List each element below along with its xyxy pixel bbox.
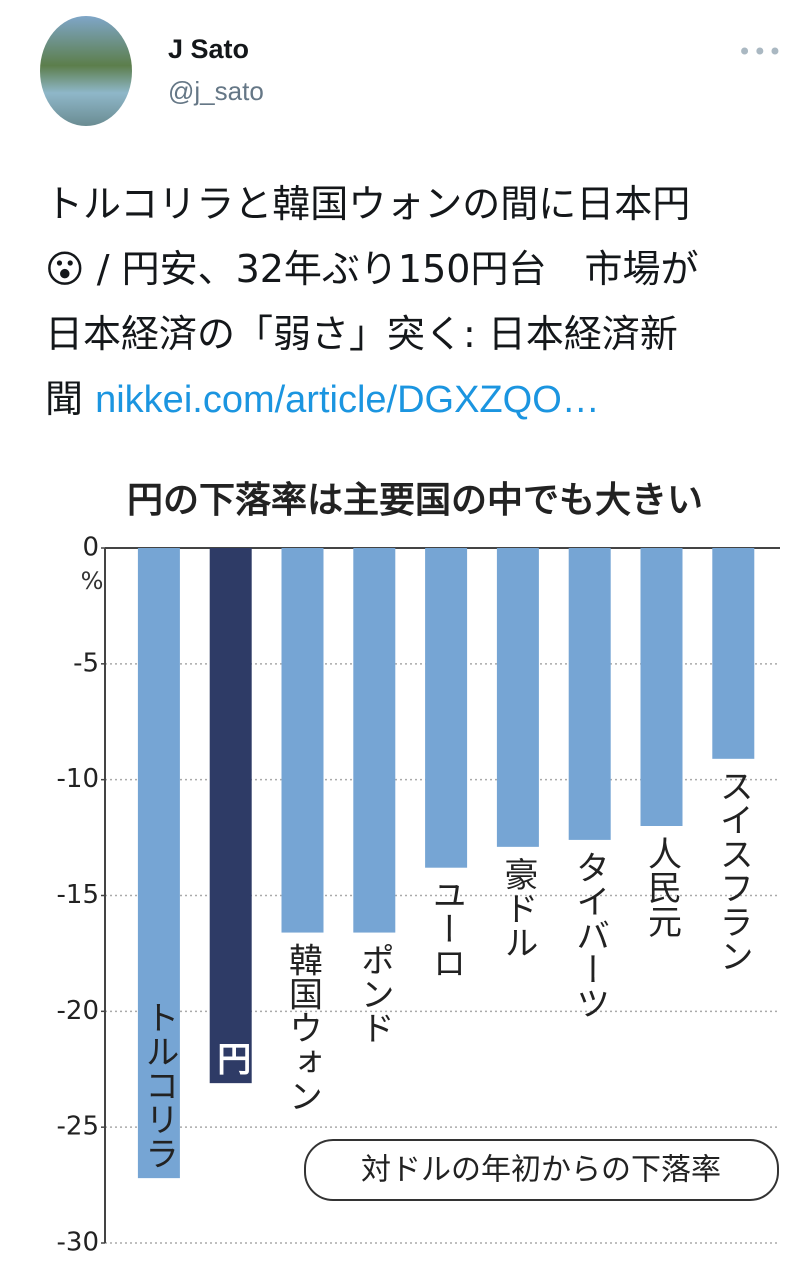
y-tick-label: -25 [57,1112,99,1142]
y-unit: % [81,567,104,595]
y-tick-label: -10 [57,764,99,794]
text-line: トルコリラと韓国ウォンの間に日本円 [45,182,691,226]
category-label: 円 [211,1041,251,1075]
category-label: 豪ドル [498,857,538,959]
category-label: 韓国ウォン [283,943,323,1113]
category-label: 人民元 [642,836,682,938]
text-line: 聞 nikkei.com/article/DGXZQO… [45,367,698,433]
bar [353,548,396,933]
text-line: 😮 / 円安、32年ぶり150円台 市場が [45,247,699,291]
bar [712,548,755,759]
chart-title: 円の下落率は主要国の中でも大きい [127,480,703,521]
y-tick-label: -20 [57,996,99,1026]
link[interactable]: nikkei.com/article/DGXZQO… [95,379,600,421]
category-label: ポンド [354,943,394,1045]
bar [640,548,683,826]
y-tick-label: 0 [82,533,99,563]
text-line: 日本経済の「弱さ」突く: 日本経済新 [45,312,678,356]
tweet-header: J Sato @j_sato ••• [0,0,811,140]
bar [137,548,180,1179]
bar [425,548,468,868]
tweet-text: トルコリラと韓国ウォンの間に日本円 😮 / 円安、32年ぶり150円台 市場が … [45,172,698,433]
annotation-box [304,1139,779,1201]
annotation: 対ドルの年初からの下落率 [361,1153,721,1188]
y-tick-label: -30 [57,1228,99,1258]
bar [496,548,539,847]
bar [568,548,611,840]
category-label: ユーロ [426,878,466,980]
more-menu[interactable]: ••• [737,38,783,66]
y-tick-label: -15 [57,880,99,910]
category-label: スイスフラン [713,769,753,973]
avatar[interactable] [40,16,132,126]
user-name[interactable]: J Sato [168,34,250,64]
user-handle[interactable]: @j_sato [168,76,264,106]
category-label: タイバーツ [570,850,610,1020]
category-label: トルコリラ [139,1000,179,1170]
bar [281,548,324,933]
bar [209,548,252,1084]
text-line: 聞 [45,377,84,421]
y-tick-label: -5 [73,648,99,678]
